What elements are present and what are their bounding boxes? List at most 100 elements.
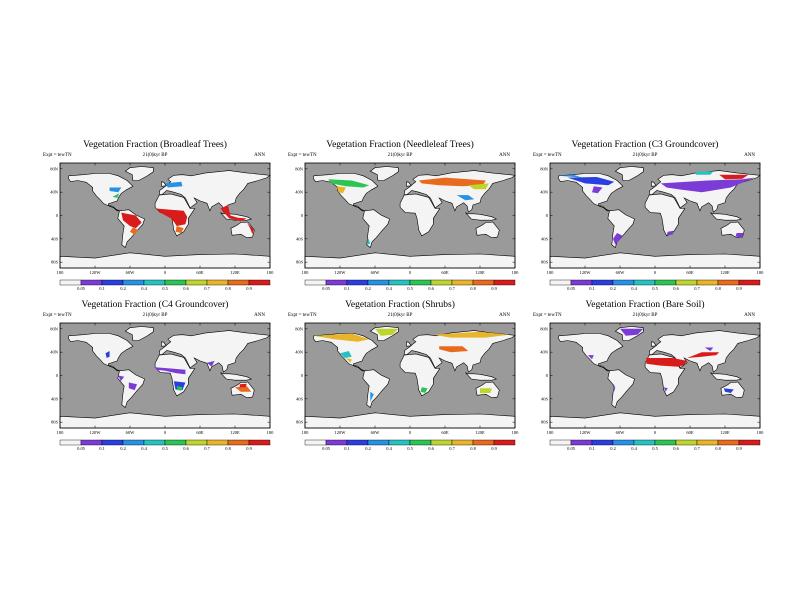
map: 80N 40N 0 40S 80S 180 120W 60W 0 60E 120E 180 0.05 0.… (50, 322, 274, 451)
continent-uk (651, 341, 657, 347)
continent-central-america (108, 205, 120, 212)
y-tick-label: 40S (296, 236, 304, 241)
colorbar-swatch (717, 439, 740, 446)
vegetation-region-4 (468, 183, 489, 190)
vegetation-region-5 (367, 237, 371, 245)
colorbar-swatch (101, 439, 124, 446)
x-tick-label: 0 (164, 430, 167, 435)
colorbar-swatch (549, 279, 572, 286)
colorbar-swatch (409, 439, 432, 446)
colorbar-swatch (430, 279, 453, 286)
colorbar-swatch (738, 279, 761, 286)
x-tick-label: 0 (164, 270, 167, 275)
panel-title: Vegetation Fraction (C3 Groundcover) (571, 140, 719, 150)
colorbar-tick-label: 0.5 (162, 286, 168, 291)
x-tick-label: 60W (616, 430, 626, 435)
y-tick-label: 40N (50, 190, 59, 195)
vegetation-region-6 (666, 230, 674, 235)
colorbar-swatch (346, 279, 369, 286)
colorbar-tick-label: 0.4 (141, 286, 147, 291)
x-tick-label: 180 (302, 430, 310, 435)
season-label: ANN (744, 153, 755, 158)
vegetation-region-4 (340, 351, 352, 358)
vegetation-region-8 (695, 171, 714, 175)
x-tick-label: 60E (686, 430, 694, 435)
colorbar-tick-label: 0.7 (449, 446, 455, 451)
y-tick-label: 40N (540, 190, 549, 195)
colorbar-tick-label: 0.05 (77, 446, 86, 451)
x-tick-label: 60E (441, 270, 449, 275)
colorbar-swatch (248, 439, 271, 446)
y-tick-label: 40N (295, 190, 304, 195)
colorbar-tick-label: 0.5 (407, 286, 413, 291)
colorbar-tick-label: 0.1 (344, 446, 350, 451)
continent-uk (161, 181, 167, 187)
colorbar-swatch (591, 439, 614, 446)
continent-greenland (124, 326, 154, 341)
x-tick-label: 0 (409, 430, 412, 435)
x-tick-label: 180 (547, 270, 555, 275)
vegetation-region-0 (313, 333, 370, 342)
colorbar-tick-label: 0.4 (141, 446, 147, 451)
continent-central-america (108, 365, 120, 372)
colorbar-swatch (570, 279, 593, 286)
x-tick-label: 180 (267, 430, 275, 435)
y-tick-label: 80N (295, 166, 304, 171)
vegetation-region-1 (173, 381, 186, 391)
colorbar-swatch (493, 279, 516, 286)
colorbar-tick-label: 0.7 (694, 286, 700, 291)
colorbar-swatch (388, 279, 411, 286)
colorbar-swatch (409, 279, 432, 286)
colorbar-swatch (633, 279, 656, 286)
y-tick-label: 80N (540, 166, 549, 171)
x-tick-label: 0 (654, 430, 657, 435)
vegetation-region-5 (246, 222, 254, 235)
continent-central-america (598, 205, 610, 212)
continent-north-america (67, 333, 134, 367)
colorbar-tick-label: 0.2 (610, 286, 616, 291)
colorbar-tick-label: 0.05 (567, 446, 576, 451)
continent-indonesia (465, 212, 498, 221)
x-tick-label: 180 (267, 270, 275, 275)
map: 80N 40N 0 40S 80S 180 120W 60W 0 60E 120E 180 0.05 0.… (295, 322, 519, 451)
y-tick-label: 80S (541, 420, 549, 425)
x-tick-label: 120W (90, 430, 102, 435)
colorbar-tick-label: 0.05 (77, 286, 86, 291)
season-label: ANN (499, 153, 510, 158)
x-tick-label: 60W (616, 270, 626, 275)
vegetation-region-3 (235, 386, 252, 392)
x-tick-label: 180 (547, 430, 555, 435)
y-tick-label: 40N (540, 350, 549, 355)
continent-uk (161, 341, 167, 347)
vegetation-region-5 (663, 387, 668, 392)
vegetation-region-3 (456, 195, 475, 201)
colorbar-tick-label: 0.4 (386, 286, 392, 291)
experiment-label: Expt = tewTN (43, 153, 72, 158)
panel-bare-soil: Vegetation Fraction (Bare Soil) Expt = t… (530, 300, 764, 470)
x-tick-label: 60E (196, 270, 204, 275)
continent-greenland (614, 166, 644, 181)
colorbar-tick-label: 0.1 (99, 286, 105, 291)
vegetation-region-1 (328, 179, 370, 188)
vegetation-region-7 (480, 388, 492, 393)
continent-north-america (557, 333, 624, 367)
vegetation-region-2 (156, 208, 188, 226)
colorbar-swatch (122, 279, 145, 286)
colorbar-swatch (304, 279, 327, 286)
colorbar-tick-label: 0.7 (204, 286, 210, 291)
x-tick-label: 120E (720, 270, 730, 275)
colorbar-swatch (472, 279, 495, 286)
vegetation-region-2 (337, 186, 346, 194)
colorbar-tick-label: 0.9 (491, 286, 497, 291)
period-label: 21(0)kyr BP (142, 153, 168, 158)
colorbar-tick-label: 0.05 (567, 286, 576, 291)
x-tick-label: 60W (371, 270, 381, 275)
x-tick-label: 180 (57, 430, 65, 435)
continent-uk (406, 181, 412, 187)
panel-broadleaf-trees: Vegetation Fraction (Broadleaf Trees) Ex… (40, 140, 274, 310)
colorbar-tick-label: 0.05 (322, 286, 331, 291)
colorbar-swatch (304, 439, 327, 446)
continent-africa (399, 353, 441, 397)
vegetation-region-7 (735, 233, 744, 238)
season-label: ANN (254, 153, 265, 158)
